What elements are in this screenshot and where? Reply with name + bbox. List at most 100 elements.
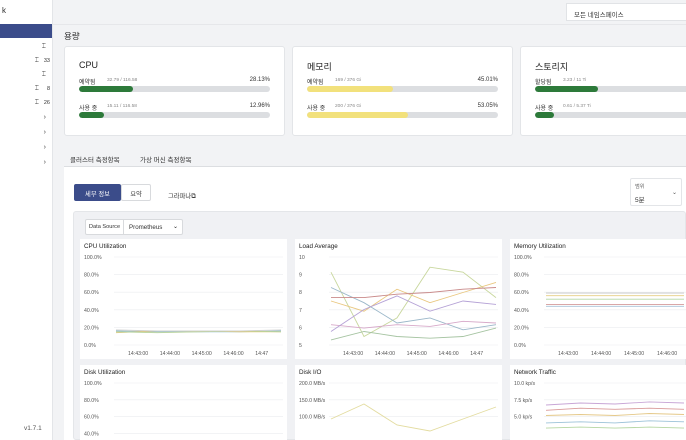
- datasource-label: Data Source: [86, 220, 125, 234]
- progress-bar: [535, 86, 686, 92]
- capacity-card-storage: 스토리지 할당됨 3.23 / 11 Ti 사용 중 0.61 / 5.37 T…: [520, 46, 686, 136]
- sidebar-item[interactable]: ›: [0, 127, 52, 140]
- y-tick-label: 80.0%: [84, 398, 99, 404]
- metric-label: 예약됨: [79, 80, 96, 86]
- series-line: [330, 266, 497, 338]
- metric-pct: 28.13%: [249, 77, 270, 83]
- y-tick-label: 200.0 MB/s: [299, 381, 326, 387]
- resource-icon: ⌶: [41, 71, 46, 78]
- metric-pct: 53.05%: [477, 103, 498, 109]
- range-value: 5분: [635, 197, 645, 204]
- app-version: v1.7.1: [24, 425, 42, 432]
- x-tick-label: 14:46:00: [438, 351, 458, 357]
- x-tick-label: 14:45:00: [192, 351, 212, 357]
- grafana-link[interactable]: 그라파나⧉: [168, 191, 196, 201]
- chart-title: Disk I/O: [299, 369, 322, 376]
- series-line: [330, 281, 497, 312]
- x-tick-label: 14:46:00: [657, 351, 677, 357]
- metric-label: 사용 중: [307, 106, 326, 112]
- sidebar-item[interactable]: ⌶: [0, 69, 52, 82]
- datasource-select[interactable]: Data Source Prometheus ⌄: [85, 219, 183, 235]
- chart-title: CPU Utilization: [84, 243, 127, 250]
- chart-title: Load Average: [299, 243, 338, 250]
- chevron-right-icon: ›: [43, 144, 46, 151]
- y-tick-label: 0.0%: [84, 343, 96, 349]
- sidebar-item[interactable]: ›: [0, 142, 52, 155]
- chart-title: Memory Utilization: [514, 243, 566, 250]
- series-line: [115, 329, 282, 332]
- x-tick-label: 14:44:00: [591, 351, 611, 357]
- progress-bar: [307, 112, 498, 118]
- chart-plot: 100.0% 80.0% 60.0% 40.0%: [84, 381, 283, 437]
- datasource-value: Prometheus: [129, 224, 163, 231]
- chevron-down-icon: ⌄: [671, 190, 677, 196]
- chart-load-average: Load Average 10 9 8 7 6 5 14:43:00 14:44:00 14:45…: [295, 239, 502, 359]
- y-tick-label: 20.0%: [84, 325, 99, 331]
- sidebar-item[interactable]: ⌶ 33: [0, 55, 52, 68]
- y-tick-label: 7: [299, 308, 302, 314]
- progress-fill: [307, 112, 409, 118]
- x-tick-label: 14:45:00: [624, 351, 644, 357]
- y-tick-label: 0.0%: [514, 343, 526, 349]
- x-tick-label: 14:44:00: [160, 351, 180, 357]
- metric-sub: 15.11 / 116.58: [107, 104, 137, 109]
- metric-sub: 3.23 / 11 Ti: [563, 78, 587, 83]
- range-label: 범위: [635, 184, 645, 190]
- y-tick-label: 100.0%: [514, 255, 532, 261]
- detail-button[interactable]: 세부 정보: [74, 184, 121, 201]
- progress-fill: [79, 112, 104, 118]
- chart-plot: 100.0% 80.0% 60.0% 40.0% 20.0% 0.0% 14:43:00 14…: [514, 255, 686, 357]
- range-select[interactable]: 범위 5분 ⌄: [630, 178, 682, 206]
- capacity-card-memory: 메모리 예약됨 169 / 376 Gi 45.01% 사용 중 200 / 3…: [292, 46, 513, 136]
- series-line: [331, 287, 497, 299]
- brand-logo: k: [2, 6, 6, 15]
- metric-pct: 12.96%: [249, 103, 270, 109]
- metric-label: 사용 중: [79, 106, 98, 112]
- resource-icon: ⌶: [34, 85, 39, 92]
- series-line: [545, 407, 685, 411]
- progress-bar: [79, 86, 270, 92]
- x-tick-label: 14:44:00: [375, 351, 395, 357]
- resource-icon: ⌶: [41, 43, 46, 50]
- resource-icon: ⌶: [34, 57, 39, 64]
- metrics-panel: 세부 정보 요약 그라파나⧉ 범위 5분 ⌄ Data Source Prome…: [64, 167, 686, 440]
- metric-reserved: 예약됨 169 / 376 Gi 45.01%: [307, 77, 498, 97]
- series-line: [330, 320, 497, 329]
- sidebar-item-active[interactable]: [0, 24, 52, 38]
- metric-sub: 32.79 / 116.58: [107, 78, 138, 83]
- sidebar-item[interactable]: ›: [0, 157, 52, 170]
- metric-used: 사용 중 200 / 376 Gi 53.05%: [307, 103, 498, 123]
- tab-vm-metrics[interactable]: 가상 머신 측정항목: [140, 157, 192, 164]
- sidebar-item-count: 33: [43, 58, 50, 64]
- progress-bar: [535, 112, 686, 118]
- series-line: [115, 330, 282, 334]
- namespace-select[interactable]: 모든 네임스페이스: [566, 3, 686, 21]
- capacity-card-cpu: CPU 예약됨 32.79 / 116.58 28.13% 사용 중 15.11…: [64, 46, 285, 136]
- summary-button[interactable]: 요약: [121, 184, 151, 201]
- series-line: [330, 327, 497, 341]
- x-tick-label: 14:43:00: [343, 351, 363, 357]
- y-tick-label: 40.0%: [514, 308, 529, 314]
- chart-title: Network Traffic: [514, 369, 556, 376]
- y-tick-label: 10.0 kp/s: [514, 381, 535, 387]
- y-tick-label: 8: [299, 290, 302, 296]
- sidebar-item[interactable]: ⌶: [0, 41, 52, 54]
- y-tick-label: 7.5 kp/s: [514, 398, 533, 404]
- metric-used: 사용 중 0.61 / 5.37 Ti: [535, 103, 686, 123]
- y-tick-label: 100.0%: [84, 255, 102, 261]
- x-tick-label: 14:43:00: [128, 351, 148, 357]
- y-tick-label: 6: [299, 325, 302, 331]
- sidebar-item[interactable]: ›: [0, 112, 52, 125]
- y-tick-label: 80.0%: [514, 273, 529, 279]
- progress-fill: [307, 86, 393, 92]
- y-tick-label: 80.0%: [84, 273, 99, 279]
- card-title: CPU: [79, 60, 99, 70]
- y-tick-label: 9: [299, 273, 302, 279]
- sidebar-item[interactable]: ⌶ 26: [0, 97, 52, 110]
- series-line: [545, 401, 685, 406]
- metric-allocated: 할당됨 3.23 / 11 Ti: [535, 77, 686, 97]
- chart-title: Disk Utilization: [84, 369, 126, 376]
- y-tick-label: 150.0 MB/s: [299, 398, 326, 404]
- progress-bar: [79, 112, 270, 118]
- sidebar-item[interactable]: ⌶ 8: [0, 83, 52, 96]
